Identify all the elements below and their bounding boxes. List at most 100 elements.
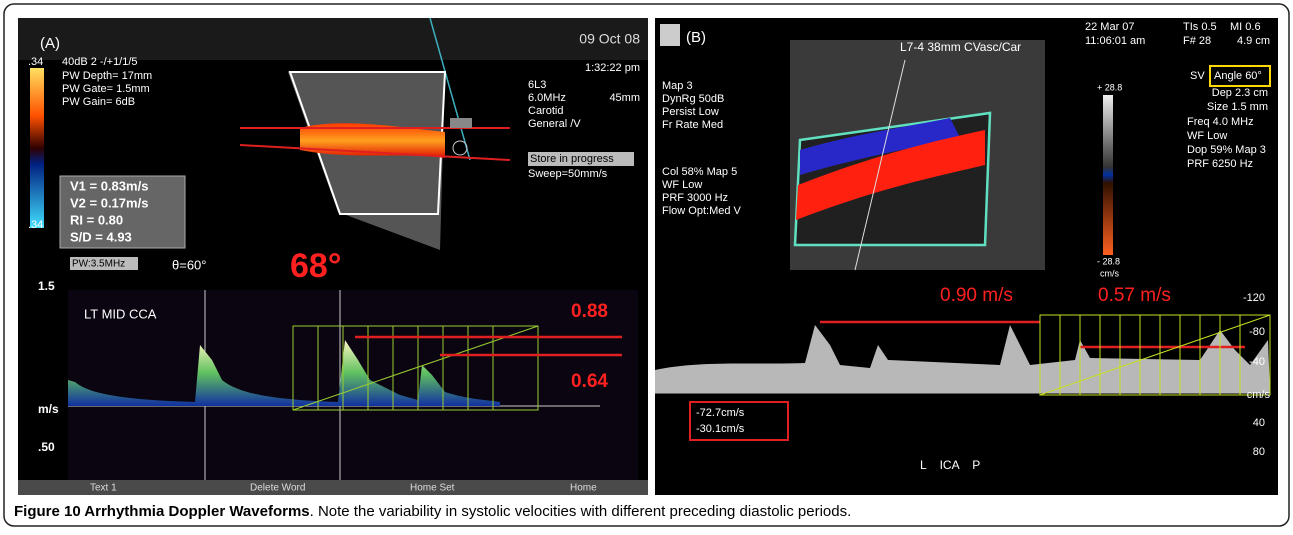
b-mode-image [288,72,445,250]
color-flow [300,123,445,158]
probe: Carotid [528,105,563,117]
setting: PW Gain= 6dB [62,96,135,108]
probe-icon [452,140,468,156]
sector-outline [288,71,447,215]
setting: DynRg 50dB [662,93,724,105]
date: 22 Mar 07 [1085,21,1135,33]
scale-label: + 28.8 [1097,82,1122,92]
angle-cursor: θ=60° [172,257,206,272]
measurement: -30.1cm/s [696,423,745,435]
velocity: 0.88 [571,301,608,322]
pw-freq: PW:3.5MHz [72,259,125,270]
time: 1:32:22 pm [585,62,640,74]
date: 09 Oct 08 [579,31,640,47]
measurement: V1 = 0.83m/s [70,178,148,193]
scale-label: cm/s [1247,389,1271,401]
menu-item: Home Set [410,483,455,494]
scale-label: - 28.8 [1097,256,1120,266]
scale-label: -80 [1249,326,1265,338]
probe: 6L3 [528,79,546,91]
depth: 4.9 cm [1237,35,1270,47]
measurement: V2 = 0.17m/s [70,195,148,210]
setting: WF Low [662,179,702,191]
decor-line [429,17,471,161]
color-bar [30,68,44,228]
velocity: 0.57 m/s [1098,285,1171,306]
status: Store in progress [530,153,614,165]
doppler-setting: PRF 6250 Hz [1187,158,1253,170]
vessel-label: LT MID CCA [84,306,157,321]
status: Sweep=50mm/s [528,168,608,180]
setting: 40dB 2 -/+1/1/5 [62,56,138,68]
sv: SV [1190,70,1205,82]
probe-icon [450,118,472,128]
mi: MI 0.6 [1230,21,1261,33]
cursor-line [854,59,906,271]
scale-label: cm/s [1100,268,1119,278]
probe: 45mm [609,92,640,104]
angle-box [1209,65,1271,87]
setting: PRF 3000 Hz [662,192,728,204]
velocity: 0.90 m/s [940,285,1013,306]
vessel-label: L ICA P [920,458,980,472]
panel-label: (B) [686,29,706,46]
menu-item: Delete Word [250,483,305,494]
probe: 6.0MHz [528,92,566,104]
scale-label: -40 [1249,356,1265,368]
probe: General /V [528,118,581,130]
setting: Fr Rate Med [662,119,723,131]
caption: Figure 10 Arrhythmia Doppler Waveforms. … [14,503,851,520]
cursor-line [239,144,511,161]
color-bar [1103,95,1113,255]
setting: PW Depth= 17mm [62,70,152,82]
scale-label: 80 [1253,446,1265,458]
probe: L7-4 38mm CVasc/Car [900,40,1021,54]
sample-grid [292,325,539,411]
caption-title: Figure 10 Arrhythmia Doppler Waveforms [14,503,310,520]
time: 11:06:01 am [1085,35,1145,47]
measure-box [689,401,789,441]
scale-label: 40 [1253,417,1265,429]
angle: Angle 60° [1214,70,1262,82]
panel-label: (A) [40,35,60,52]
header-bar [18,18,648,60]
caption-text: . Note the variability in systolic veloc… [310,503,852,520]
measurement: -72.7cm/s [696,407,745,419]
scale-top: .34 [28,56,43,68]
doppler-setting: Size 1.5 mm [1207,101,1268,113]
measurement: S/D = 4.93 [70,229,132,244]
tis: TIs 0.5 [1183,21,1217,33]
menu-item: Home [570,483,597,494]
sample-grid [1039,314,1271,396]
scale-label: -120 [1243,292,1265,304]
spectral-waveform [68,340,500,406]
menu-bar [18,480,648,495]
menu-item: Text 1 [90,483,117,494]
frame: F# 28 [1183,35,1211,47]
scale-bottom: .34 [28,219,43,231]
doppler-setting: WF Low [1187,130,1227,142]
setting: PW Gate= 1.5mm [62,83,150,95]
color-flow [796,130,985,220]
setting: Persist Low [662,106,719,118]
freq-box [70,257,138,270]
color-flow [800,118,960,175]
spectral-waveform [655,325,1270,393]
setting: Flow Opt:Med V [662,205,742,217]
status-box [528,152,634,166]
logo [660,24,680,46]
scale-label: .50 [38,440,55,454]
doppler-setting: Dop 59% Map 3 [1187,144,1266,156]
panel-b: (B) L7-4 38mm CVasc/Car 22 Mar 07 11:06:… [655,18,1278,495]
doppler-setting: Freq 4.0 MHz [1187,116,1254,128]
measurement: RI = 0.80 [70,212,123,227]
scale-label: m/s [38,402,59,416]
setting: Map 3 [662,80,693,92]
panel-a: (A) 09 Oct 08 1:32:22 pm .34 40dB 2 -/+1… [18,17,648,495]
angle: 68° [290,247,341,285]
setting: Col 58% Map 5 [662,166,737,178]
velocity: 0.64 [571,371,608,392]
scale-label: 1.5 [38,279,55,293]
